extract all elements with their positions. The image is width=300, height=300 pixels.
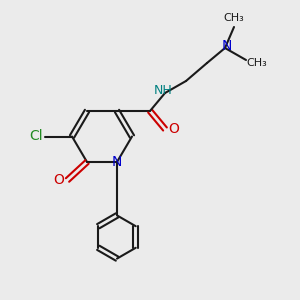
Text: O: O (53, 173, 64, 187)
Text: Cl: Cl (29, 130, 43, 143)
Text: CH₃: CH₃ (246, 58, 267, 68)
Text: CH₃: CH₃ (224, 13, 244, 23)
Text: N: N (221, 40, 232, 53)
Text: NH: NH (154, 83, 173, 97)
Text: O: O (169, 122, 179, 136)
Text: N: N (112, 155, 122, 169)
